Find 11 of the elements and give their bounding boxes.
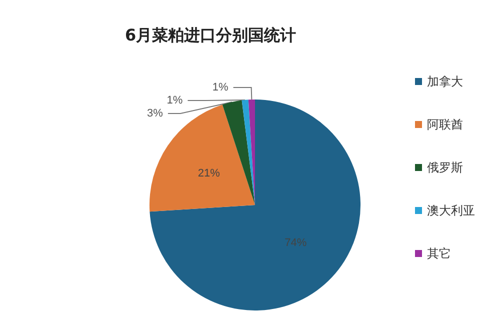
data-label: 1% <box>212 82 229 94</box>
chart-title: 6月菜粕进口分别国统计 <box>125 26 296 44</box>
legend-label: 澳大利亚 <box>427 204 475 218</box>
legend-label: 加拿大 <box>427 74 463 88</box>
data-label: 21% <box>198 168 220 180</box>
data-label: 3% <box>147 108 164 120</box>
legend-label: 俄罗斯 <box>427 160 463 174</box>
legend-label: 阿联酋 <box>427 118 463 132</box>
data-label: 74% <box>284 237 307 250</box>
data-label: 1% <box>166 94 183 107</box>
legend-label: 其它 <box>427 246 451 260</box>
